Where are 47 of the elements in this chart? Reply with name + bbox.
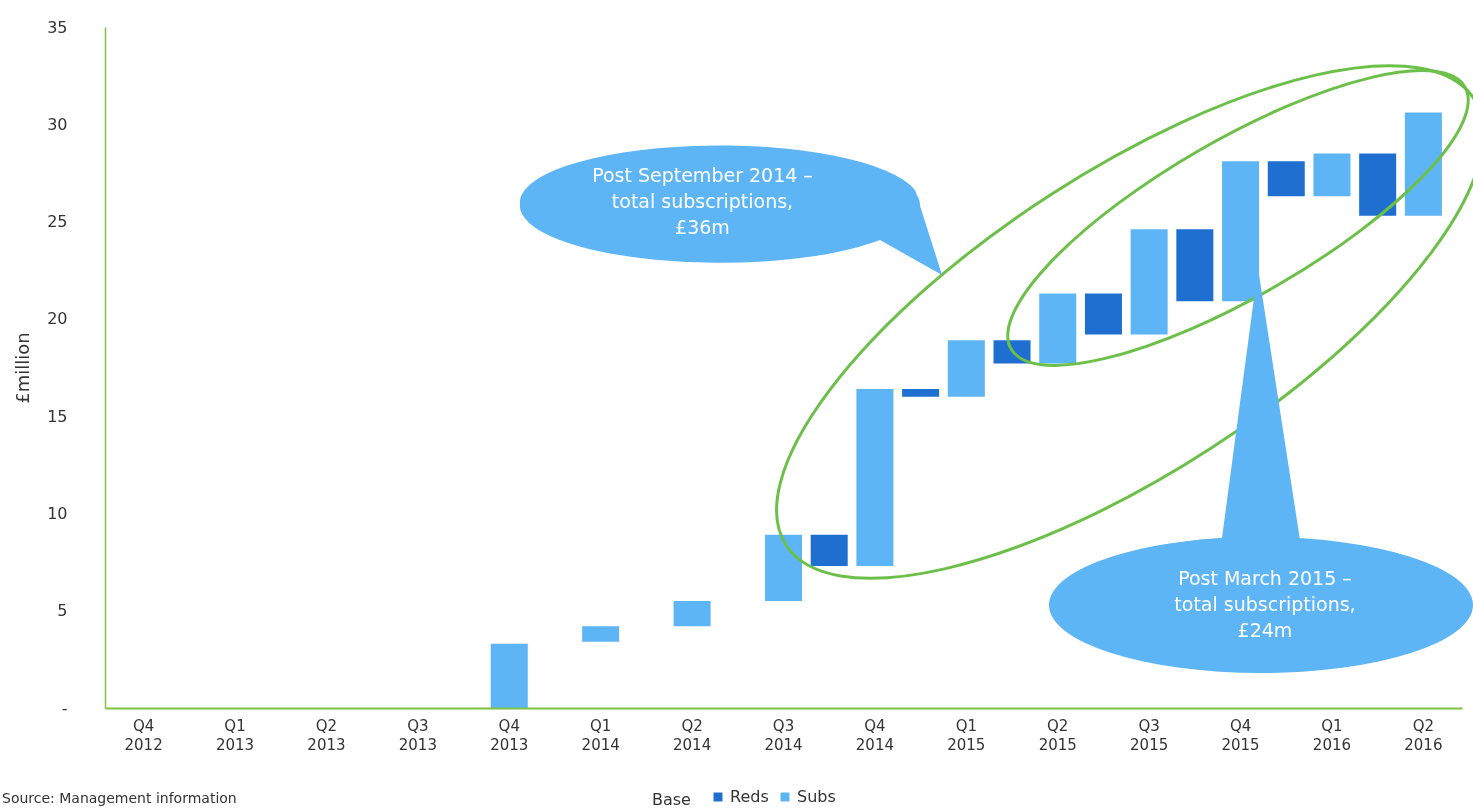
x-tick-label: Q1 2013 bbox=[215, 716, 255, 754]
x-tick-label: Q4 2015 bbox=[1221, 716, 1260, 754]
y-tick-label: 15 bbox=[47, 406, 68, 426]
x-tick-label: Q2 2015 bbox=[1038, 716, 1077, 754]
bar bbox=[582, 626, 620, 642]
x-tick-label: Q1 2015 bbox=[947, 716, 986, 754]
y-tick-label: 10 bbox=[47, 503, 68, 523]
bar bbox=[1267, 161, 1305, 197]
y-tick-label: 25 bbox=[47, 212, 68, 232]
x-tick-label: Q4 2012 bbox=[124, 716, 163, 754]
bar bbox=[1222, 161, 1260, 302]
bar bbox=[490, 643, 528, 708]
bar bbox=[1039, 293, 1077, 364]
bar bbox=[1130, 229, 1168, 335]
bar bbox=[1313, 153, 1351, 197]
y-tick-label: 30 bbox=[47, 114, 68, 134]
y-tick-label: 20 bbox=[47, 309, 68, 329]
bar bbox=[1176, 229, 1214, 302]
text: Base bbox=[652, 790, 691, 809]
x-tick-label: Q3 2013 bbox=[398, 716, 437, 754]
bar bbox=[764, 534, 803, 601]
bar bbox=[1404, 112, 1442, 216]
x-tick-label: Q4 2014 bbox=[855, 716, 895, 754]
source-note: Source: Management information bbox=[2, 790, 237, 806]
bar bbox=[1359, 153, 1397, 216]
x-tick-label: Q3 2015 bbox=[1130, 716, 1169, 754]
x-tick-label: Q1 2014 bbox=[581, 716, 620, 754]
bar bbox=[856, 388, 894, 566]
y-tick-label: 35 bbox=[47, 17, 68, 37]
y-tick-label: 5 bbox=[57, 601, 68, 621]
bar bbox=[810, 534, 848, 566]
legend-label: Subs bbox=[797, 787, 836, 806]
x-tick-label: Q3 2014 bbox=[764, 716, 803, 754]
y-axis-title: £million bbox=[12, 332, 34, 404]
annotation: Post March 2015 – total subscriptions, £24m bbox=[1173, 566, 1357, 643]
x-tick-label: Q2 2016 bbox=[1404, 716, 1443, 754]
bar bbox=[673, 600, 711, 627]
annotation: Post September 2014 – total subscriptions, £36m bbox=[591, 163, 814, 240]
x-tick-label: Q2 2014 bbox=[672, 716, 712, 754]
legend-label: Reds bbox=[730, 787, 769, 806]
bar bbox=[902, 388, 940, 397]
bar bbox=[1084, 293, 1122, 335]
x-tick-label: Q2 2013 bbox=[307, 716, 346, 754]
x-tick-label: Q4 2013 bbox=[490, 716, 529, 754]
x-tick-label: Q1 2016 bbox=[1312, 716, 1352, 754]
bar bbox=[947, 340, 985, 397]
y-tick-label: - bbox=[61, 698, 68, 718]
